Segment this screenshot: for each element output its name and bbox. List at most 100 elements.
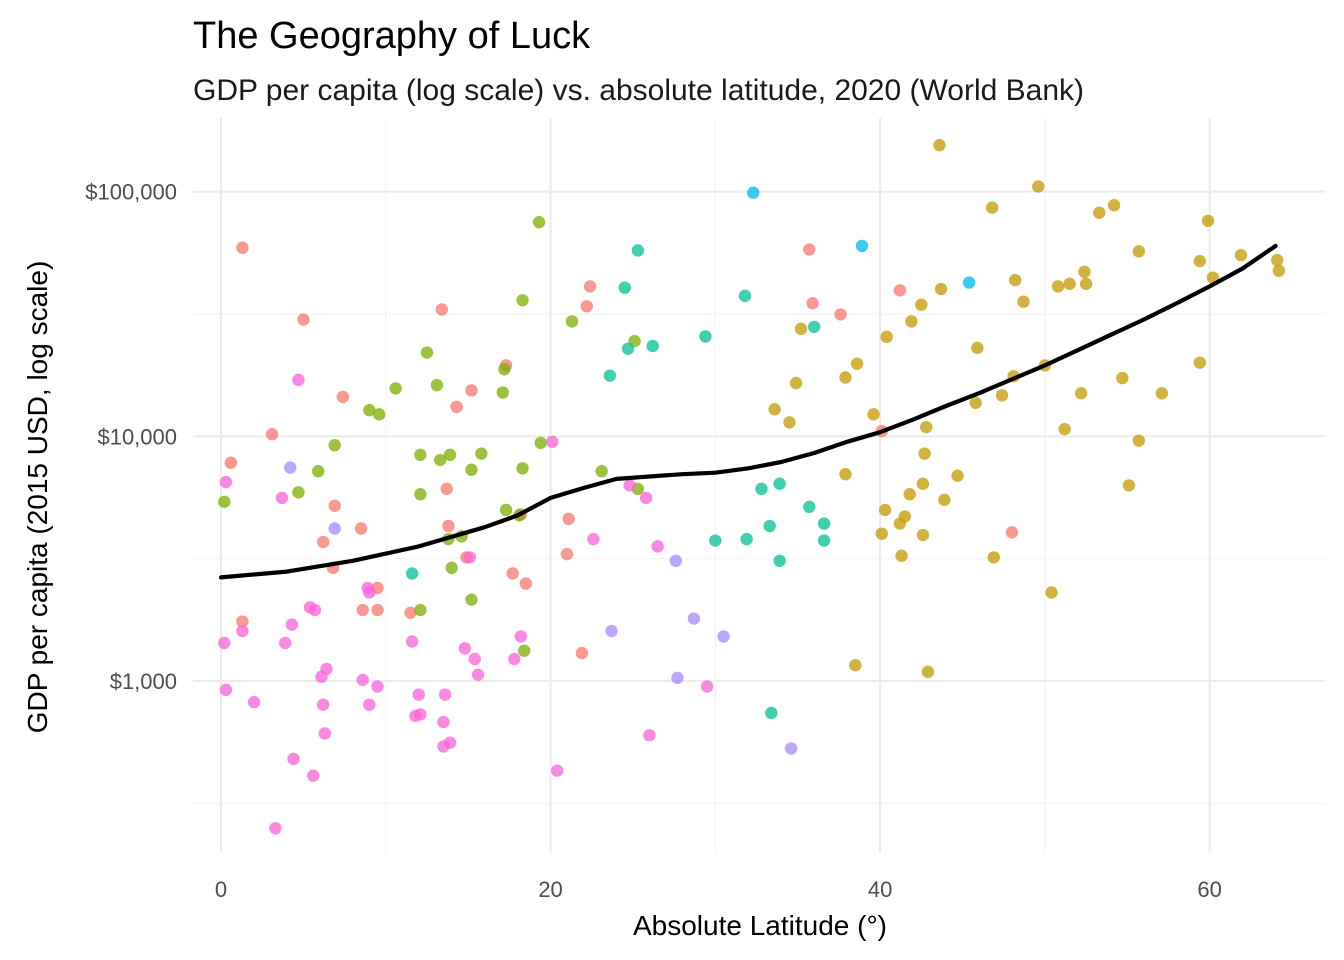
data-point: [933, 138, 946, 152]
data-point: [443, 736, 457, 749]
data-point: [867, 408, 880, 421]
data-point: [516, 294, 529, 307]
data-point: [372, 408, 386, 421]
data-point: [773, 554, 786, 567]
data-point: [354, 522, 368, 535]
data-point: [265, 428, 279, 441]
data-point: [316, 698, 330, 711]
data-point: [356, 673, 369, 687]
data-point: [962, 276, 976, 289]
data-point: [803, 243, 816, 256]
data-point: [437, 715, 450, 729]
data-point: [430, 378, 444, 392]
data-point: [806, 297, 819, 310]
data-point: [895, 549, 908, 562]
data-point: [995, 389, 1009, 402]
data-point: [363, 698, 376, 711]
data-point: [595, 465, 608, 478]
data-point: [445, 561, 458, 575]
data-point: [218, 495, 231, 508]
data-point: [916, 477, 930, 490]
data-point: [1132, 434, 1146, 447]
data-point: [905, 315, 918, 328]
data-point: [971, 341, 984, 355]
data-point: [508, 652, 521, 666]
data-point: [435, 303, 449, 316]
data-point: [328, 499, 341, 513]
data-point: [292, 373, 305, 387]
data-point: [893, 517, 907, 530]
data-point: [320, 662, 333, 676]
data-point: [921, 665, 935, 679]
data-point: [1058, 422, 1071, 436]
data-point: [219, 475, 233, 489]
chart-subtitle: GDP per capita (log scale) vs. absolute …: [193, 74, 1084, 107]
chart-title: The Geography of Luck: [193, 15, 591, 57]
data-point: [1093, 206, 1106, 219]
data-point: [784, 742, 798, 755]
data-point: [849, 659, 862, 672]
data-point: [404, 606, 417, 619]
data-point: [328, 438, 341, 452]
data-point: [1107, 199, 1121, 212]
data-point: [1079, 277, 1093, 291]
data-point: [789, 376, 803, 390]
data-point: [468, 652, 481, 666]
y-axis-ticks: $1,000 $10,000 $100,000: [85, 180, 177, 694]
data-point: [738, 289, 752, 303]
data-point: [717, 630, 730, 643]
data-point: [458, 642, 472, 655]
data-point: [1017, 295, 1030, 308]
data-point: [1193, 356, 1206, 369]
data-point: [646, 339, 659, 353]
data-point: [817, 534, 831, 547]
data-point: [699, 330, 712, 343]
data-point: [1193, 254, 1206, 268]
data-point: [414, 448, 427, 462]
data-point: [405, 635, 419, 648]
data-point: [700, 680, 714, 693]
data-point: [517, 644, 531, 657]
data-point: [587, 532, 600, 546]
data-point: [236, 615, 249, 628]
data-point: [783, 416, 796, 429]
data-point: [985, 201, 999, 214]
data-point: [1271, 253, 1284, 267]
data-point: [740, 532, 753, 546]
data-point: [1155, 387, 1169, 400]
data-point: [297, 313, 310, 326]
data-point: [920, 420, 933, 434]
data-point: [440, 482, 453, 496]
data-point: [1063, 277, 1076, 291]
data-point: [1078, 265, 1091, 279]
data-point: [903, 487, 916, 501]
data-point: [603, 369, 617, 382]
data-point: [279, 636, 292, 650]
data-point: [420, 346, 434, 359]
data-point: [878, 503, 892, 517]
data-point: [623, 479, 636, 492]
data-point: [218, 636, 231, 650]
data-point: [414, 708, 427, 721]
data-point: [1122, 479, 1136, 492]
data-point: [794, 322, 808, 336]
data-point: [893, 284, 907, 297]
data-points: [218, 138, 1286, 835]
data-point: [516, 462, 529, 475]
data-point: [621, 342, 635, 355]
x-axis-ticks: 0 20 40 60: [215, 877, 1222, 902]
data-point: [550, 764, 564, 777]
data-point: [312, 465, 325, 478]
data-point: [532, 216, 546, 229]
data-point: [371, 603, 384, 617]
data-point: [496, 386, 509, 399]
data-point: [498, 363, 511, 376]
data-point: [709, 534, 722, 547]
data-point: [747, 186, 760, 199]
data-point: [389, 382, 402, 395]
data-point: [1272, 264, 1286, 277]
data-point: [506, 567, 519, 580]
y-tick-label: $10,000: [97, 424, 177, 449]
